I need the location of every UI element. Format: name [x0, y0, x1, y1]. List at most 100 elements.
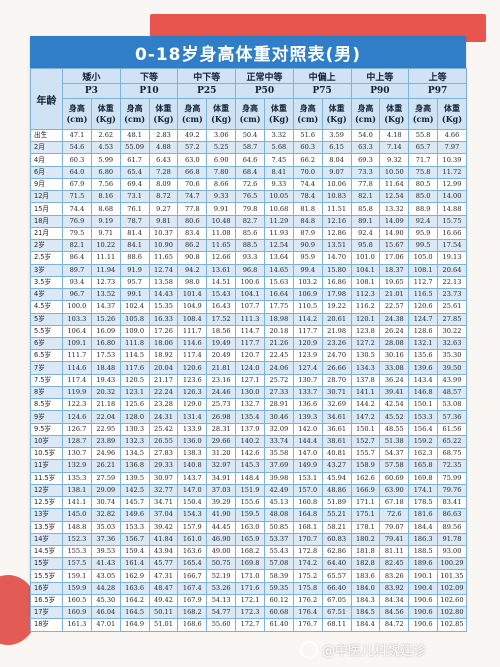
weight-cell: 32.97 [206, 459, 237, 473]
height-cell: 172.8 [292, 544, 323, 559]
height-cell: 70.0 [292, 165, 323, 179]
height-cell: 71.5 [62, 190, 92, 204]
weight-cell: 23.16 [206, 373, 237, 387]
height-cell: 65.4 [119, 165, 150, 179]
age-cell: 6岁 [30, 336, 63, 351]
age-cell: 2.5岁 [30, 251, 63, 265]
height-cell: 73.1 [119, 190, 150, 204]
height-cell: 127.2 [350, 336, 381, 351]
height-cell: 84.8 [292, 214, 323, 228]
weight-unit-header: 体重 (Kg) [437, 98, 467, 130]
height-cell: 64.0 [62, 165, 92, 179]
table-row: 13.5岁 148.8 35.03 153.3 39.42 157.9 44.45 163.0… [30, 520, 467, 534]
height-cell: 182.8 [350, 557, 381, 571]
weight-cell: 11.64 [379, 177, 410, 192]
height-cell: 94.2 [177, 263, 208, 277]
weight-cell: 43.27 [321, 459, 352, 473]
height-cell: 147.0 [177, 483, 208, 498]
weight-cell: 29.33 [148, 459, 179, 473]
weight-cell: 35.30 [437, 349, 467, 363]
weight-cell: 67.05 [321, 593, 352, 608]
table-row: 10岁 128.7 23.89 132.3 26.55 136.0 29.66 140.2 33… [30, 434, 467, 449]
weight-cell: 9.91 [206, 202, 237, 216]
height-cell: 130.7 [292, 373, 323, 387]
height-cell: 190.6 [408, 606, 439, 620]
height-cell: 108.4 [177, 312, 208, 326]
weight-cell: 59.35 [263, 581, 294, 595]
weight-cell: 32.69 [321, 398, 352, 412]
weight-cell: 22.95 [90, 422, 121, 436]
height-cell: 184.0 [350, 581, 381, 595]
weight-cell: 19.43 [90, 373, 121, 387]
weight-cell: 43.05 [90, 569, 121, 583]
height-cell: 106.4 [62, 324, 92, 338]
height-cell: 174.2 [292, 557, 323, 571]
weight-cell: 30.16 [379, 349, 410, 363]
height-cell: 128.6 [408, 324, 439, 338]
height-cell: 124.0 [235, 361, 265, 375]
table-row: 6.5岁 111.7 17.53 114.5 18.92 117.4 20.49 120.7 2… [30, 349, 467, 363]
weight-cell: 79.76 [437, 483, 467, 498]
weight-cell: 28.91 [263, 398, 294, 412]
height-cell: 170.7 [292, 532, 323, 546]
weight-cell: 3.06 [206, 128, 237, 143]
weight-cell: 23.28 [148, 398, 179, 412]
weight-cell: 38.61 [321, 434, 352, 449]
weight-cell: 48.86 [321, 483, 352, 498]
height-cell: 189.6 [408, 557, 439, 571]
weight-cell: 30.22 [437, 324, 467, 338]
height-cell: 156.7 [119, 532, 150, 546]
age-cell: 9岁 [30, 410, 63, 424]
weight-cell: 15.63 [263, 275, 294, 290]
weight-cell: 54.37 [379, 447, 410, 461]
height-cell: 128.0 [119, 410, 150, 424]
percentile-header-row: P3 P10 P25 P50 P75 P90 P97 [31, 83, 467, 99]
height-cell: 130.5 [350, 349, 381, 363]
weight-cell: 9.19 [90, 214, 121, 228]
table-row: 4月 60.3 5.99 61.7 6.43 63.0 6.90 64.6 7.45 66.2 8.… [30, 153, 467, 167]
weight-cell: 100.29 [437, 557, 467, 571]
weight-cell: 16.09 [90, 324, 121, 338]
height-cell: 114.7 [235, 324, 265, 338]
weight-cell: 86.63 [437, 508, 467, 522]
height-cell: 168.2 [177, 606, 208, 620]
height-cell: 107.7 [235, 300, 265, 314]
weight-cell: 47.01 [90, 618, 121, 632]
height-cell: 162.3 [408, 447, 439, 461]
weight-cell: 12.99 [437, 177, 467, 192]
height-cell: 104.1 [350, 263, 381, 277]
height-cell: 92.4 [350, 226, 381, 241]
height-cell: 122.3 [62, 398, 92, 412]
weight-cell: 81.11 [379, 544, 410, 559]
weight-cell: 45.52 [379, 410, 410, 424]
percentile-label: P97 [408, 83, 467, 99]
weight-cell: 4.18 [379, 128, 410, 143]
weight-cell: 15.75 [437, 214, 467, 228]
weight-cell: 17.53 [90, 349, 121, 363]
weight-cell: 50.75 [206, 557, 237, 571]
weight-cell: 42.54 [379, 398, 410, 412]
height-cell: 90.9 [292, 239, 323, 253]
height-cell: 69.4 [119, 177, 150, 192]
table-row: 2.5岁 86.4 11.11 88.6 11.65 90.8 12.66 93.3 13.64… [30, 251, 467, 265]
height-cell: 80.5 [408, 177, 439, 192]
weight-cell: 27.85 [437, 312, 467, 326]
age-cell: 4月 [30, 153, 63, 167]
height-cell: 184.5 [350, 606, 381, 620]
weight-cell: 20.49 [206, 349, 237, 363]
height-cell: 54.0 [350, 128, 381, 143]
weight-cell: 8.66 [206, 177, 237, 192]
height-cell: 171.1 [350, 496, 381, 510]
height-cell: 66.2 [292, 153, 323, 167]
height-cell: 85.6 [235, 226, 265, 241]
weight-cell: 8.72 [148, 190, 179, 204]
height-cell: 164.9 [119, 618, 150, 632]
height-cell: 160.5 [62, 593, 92, 608]
height-cell: 100.6 [235, 275, 265, 290]
weight-cell: 61.40 [263, 618, 294, 632]
watermark: @中医儿科魏建诊 [300, 640, 426, 659]
weight-unit-header: 体重 (Kg) [148, 98, 179, 130]
height-cell: 143.7 [177, 471, 208, 485]
weight-cell: 28.70 [321, 373, 352, 387]
weight-cell: 15.80 [321, 263, 352, 277]
